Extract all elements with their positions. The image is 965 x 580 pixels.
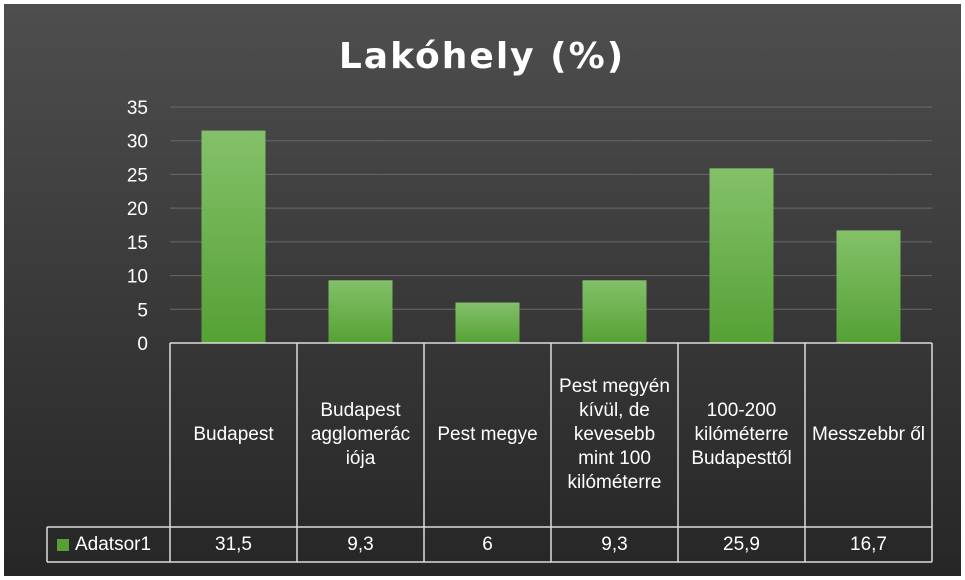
y-tick-layer: 0 5 10 15 20 25 30 35	[127, 98, 148, 355]
data-table-lines	[46, 342, 933, 563]
x-tick-label: Pest megyén kívül, de kevesebb mint 100 …	[559, 376, 670, 493]
data-label: 31,5	[215, 533, 252, 555]
data-label: 16,7	[850, 533, 887, 555]
bar	[328, 280, 393, 343]
legend-entry: Adatsor1	[47, 527, 170, 562]
legend-label: Adatsor1	[75, 533, 152, 555]
grid-layer	[170, 106, 932, 310]
bar	[709, 168, 774, 343]
x-tick-label: Budapest agglomerác iója	[310, 400, 411, 469]
x-tick-label: Pest megye	[437, 424, 538, 445]
bar	[201, 130, 266, 343]
chart-background	[4, 4, 961, 576]
x-tick-label: 100-200 kilóméterre Budapesttől	[691, 400, 792, 469]
y-tick-label: 0	[137, 334, 148, 355]
chart-title: Lakóhely (%)	[339, 36, 625, 77]
data-label: 6	[482, 533, 493, 555]
y-tick-label: 25	[127, 165, 148, 186]
data-label: 9,3	[347, 533, 374, 555]
x-tick-label: Budapest	[193, 424, 274, 445]
bar-layer	[201, 130, 901, 343]
y-tick-label: 5	[137, 300, 148, 321]
y-tick-label: 20	[127, 199, 148, 220]
bar	[582, 280, 647, 343]
y-tick-label: 30	[127, 132, 148, 153]
data-label: 9,3	[601, 533, 628, 555]
x-tick-label: Messzebbr ől	[812, 424, 925, 445]
legend-swatch	[57, 538, 69, 551]
bar	[836, 230, 901, 343]
y-tick-label: 15	[127, 233, 148, 254]
y-tick-label: 10	[127, 267, 148, 288]
data-label: 25,9	[723, 533, 760, 555]
y-tick-label: 35	[127, 98, 148, 119]
bar	[455, 302, 520, 343]
